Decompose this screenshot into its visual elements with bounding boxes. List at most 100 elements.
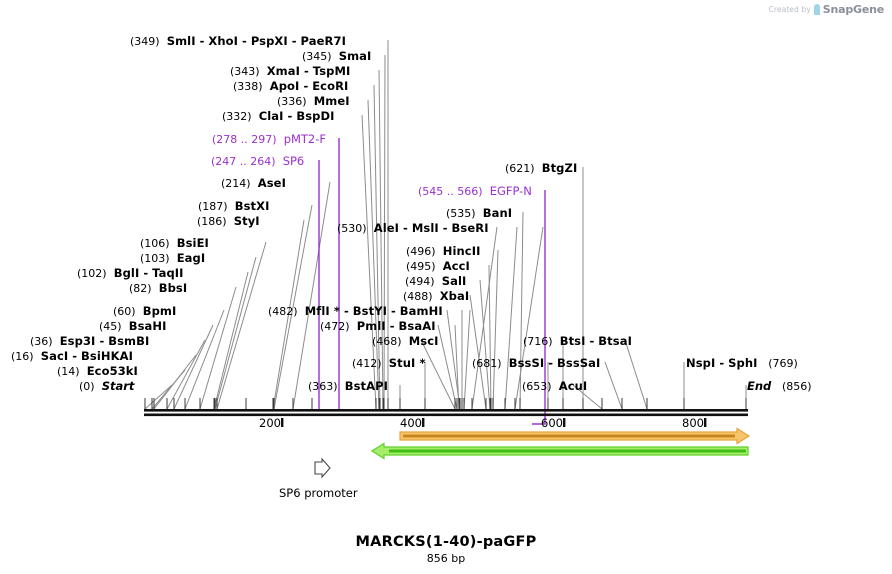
annotation-label-xmai[interactable]: (343) XmaI - TspMI (230, 65, 350, 78)
enzyme-name: BssSI (508, 356, 545, 370)
annotation-label-bsssi[interactable]: (681) BssSI - BssSaI (472, 357, 600, 370)
ruler-tick-label-200: 200 (259, 416, 281, 430)
annotation-label-pmli[interactable]: (472) PmlI - BsaAI (320, 320, 436, 333)
enzyme-name: BsiHKAI (81, 349, 134, 363)
annotation-position: (363) (308, 380, 338, 393)
annotation-label-bpmi[interactable]: (60) BpmI (113, 305, 176, 318)
annotation-names: XbaI (440, 290, 470, 303)
annotation-label-bani[interactable]: (535) BanI (446, 207, 512, 220)
annotation-position: (0) (79, 380, 95, 393)
spacer (350, 320, 357, 333)
name-separator: - (195, 34, 209, 48)
annotation-names: pMT2-F (284, 133, 326, 146)
annotation-names: Esp3I - BsmBI (60, 335, 150, 348)
annotation-position: (621) (505, 162, 535, 175)
annotation-position: (769) (768, 357, 798, 370)
name-separator: - (299, 79, 313, 93)
annotation-label-bsiei[interactable]: (106) BsiEI (140, 237, 209, 250)
spacer (771, 380, 782, 393)
spacer (307, 95, 314, 108)
annotation-label-asei[interactable]: (214) AseI (221, 177, 286, 190)
annotation-label-pmt2-f[interactable]: (278 .. 297) pMT2-F (212, 133, 326, 146)
enzyme-name: BsaAI (398, 319, 436, 333)
annotation-label-sali[interactable]: (494) SalI (405, 275, 466, 288)
enzyme-name: HincII (442, 244, 481, 258)
snapgene-logo-icon (813, 4, 820, 15)
annotation-position: (332) (222, 110, 252, 123)
enzyme-name: BsmBI (108, 334, 150, 348)
spacer (260, 65, 267, 78)
annotation-position: (653) (522, 380, 552, 393)
enzyme-name: StuI * (388, 356, 426, 370)
annotation-label-sp6[interactable]: (247 .. 264) SP6 (211, 155, 304, 168)
annotation-position: (535) (446, 207, 476, 220)
annotation-label-egfp-n[interactable]: (545 .. 566) EGFP-N (418, 185, 532, 198)
annotation-label-alei[interactable]: (530) AleI - MslI - BseRI (337, 222, 489, 235)
annotation-position: (472) (320, 320, 350, 333)
annotation-names: SmaI (339, 50, 372, 63)
annotation-label-bstxi[interactable]: (187) BstXI (198, 200, 269, 213)
annotation-label-clai[interactable]: (332) ClaI - BspDI (222, 110, 335, 123)
name-separator: - (283, 109, 297, 123)
enzyme-name: SmlI (166, 34, 196, 48)
ruler-tick-label-600: 600 (541, 416, 563, 430)
annotation-label-btsi[interactable]: (716) BtsI - BtsaI (523, 335, 632, 348)
spacer (170, 252, 177, 265)
enzyme-name: BseRI (451, 221, 489, 235)
annotation-position: (349) (130, 35, 160, 48)
watermark-created-by-text: Created by (768, 5, 811, 14)
annotation-label-end[interactable]: End (856) (747, 380, 812, 393)
annotation-label-mfli-[interactable]: (482) MflI * - BstYI - BamHI (268, 305, 443, 318)
annotation-names: PmlI - BsaAI (357, 320, 436, 333)
enzyme-name: BpmI (142, 304, 177, 318)
name-separator: - (715, 356, 729, 370)
enzyme-name: BglI (113, 266, 140, 280)
spacer (402, 335, 409, 348)
spacer (436, 260, 443, 273)
enzyme-leader-lines (144, 40, 747, 410)
annotation-label-saci[interactable]: (16) SacI - BsiHKAI (11, 350, 133, 363)
annotation-label-mmei[interactable]: (336) MmeI (277, 95, 350, 108)
annotation-label-hincii[interactable]: (496) HincII (406, 245, 480, 258)
annotation-position: (60) (113, 305, 136, 318)
annotation-label-smli[interactable]: (349) SmlI - XhoI - PspXI - PaeR7I (130, 35, 346, 48)
spacer (476, 207, 483, 220)
spacer (251, 177, 258, 190)
enzyme-name: BssSaI (557, 356, 601, 370)
annotation-label-btgzi[interactable]: (621) BtgZI (505, 162, 577, 175)
enzyme-name: BstYI (352, 304, 388, 318)
annotation-names: EagI (177, 252, 206, 265)
spacer (553, 335, 560, 348)
annotation-label-smai[interactable]: (345) SmaI (302, 50, 371, 63)
annotation-label-nspi[interactable]: NspI - SphI (769) (686, 357, 798, 370)
annotation-label-xbai[interactable]: (488) XbaI (403, 290, 469, 303)
annotation-position: (494) (405, 275, 435, 288)
annotation-label-bgli[interactable]: (102) BglI - TaqII (77, 267, 184, 280)
enzyme-name: BbsI (158, 281, 188, 295)
annotation-label-msci[interactable]: (468) MscI (372, 335, 439, 348)
annotation-label-bbsi[interactable]: (82) BbsI (129, 282, 187, 295)
annotation-names: MflI * - BstYI - BamHI (305, 305, 443, 318)
annotation-label-acui[interactable]: (653) AcuI (522, 380, 587, 393)
enzyme-name: XmaI (266, 64, 301, 78)
annotation-label-stui-[interactable]: (412) StuI * (352, 357, 426, 370)
annotation-position: (468) (372, 335, 402, 348)
feature-name: EGFP-N (489, 184, 532, 198)
annotation-label-eagi[interactable]: (103) EagI (140, 252, 205, 265)
annotation-label-start[interactable]: (0) Start (79, 380, 134, 393)
annotation-label-acci[interactable]: (495) AccI (406, 260, 470, 273)
annotation-label-esp3i[interactable]: (36) Esp3I - BsmBI (30, 335, 149, 348)
annotation-label-apoi[interactable]: (338) ApoI - EcoRI (233, 80, 348, 93)
annotation-label-bsahi[interactable]: (45) BsaHI (99, 320, 167, 333)
green-feature-arrow (370, 442, 749, 460)
annotation-position: (488) (403, 290, 433, 303)
feature-name: SP6 (282, 154, 305, 168)
sp6-promoter-label: SP6 promoter (279, 486, 358, 500)
annotation-names: ClaI - BspDI (259, 110, 335, 123)
annotation-names: SmlI - XhoI - PspXI - PaeR7I (167, 35, 346, 48)
annotation-label-bstapi[interactable]: (363) BstAPI (308, 380, 388, 393)
annotation-label-styi[interactable]: (186) StyI (197, 215, 260, 228)
annotation-label-eco53ki[interactable]: (14) Eco53kI (57, 365, 138, 378)
